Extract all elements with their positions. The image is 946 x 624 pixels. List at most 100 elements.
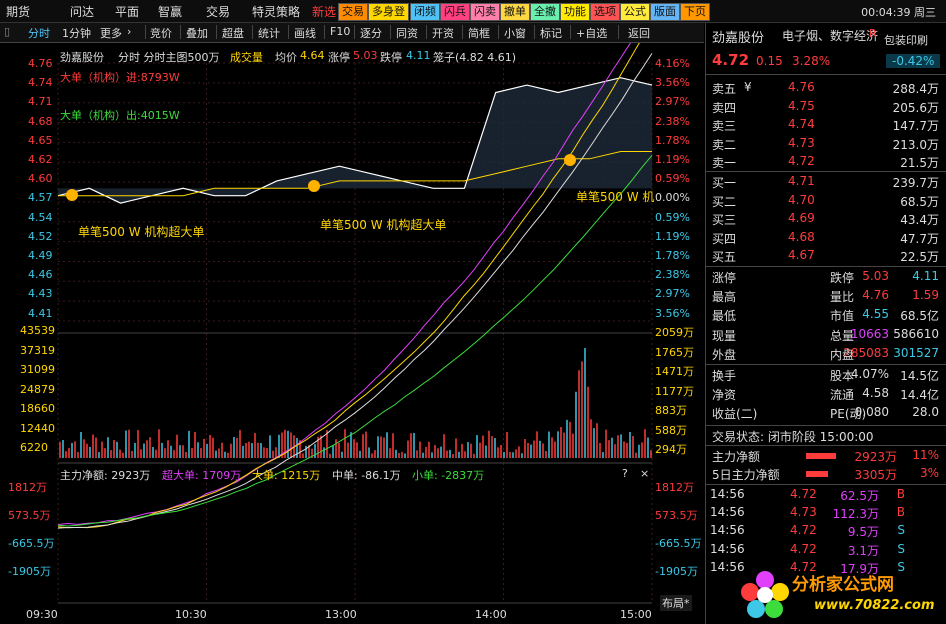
help-icon[interactable]: ? (622, 467, 628, 480)
netflow-row: 主力净额 2923万 11% (706, 447, 946, 465)
tick-row-cell: 4.72 (790, 487, 817, 501)
ask-row-cell: ¥ (744, 80, 752, 94)
tick-row-cell: 14:56 (710, 487, 745, 501)
vol-tick-left: 6220 (20, 441, 48, 454)
vol-tick-right: 1177万 (655, 384, 694, 398)
ask-row: 卖二 4.73 213.0万 (706, 135, 946, 153)
tab-1min[interactable]: 1分钟 (62, 27, 91, 40)
ask-row-cell: 卖一 (712, 156, 737, 171)
bid-row-cell: 买二 (712, 194, 737, 209)
flow-tick-right: 573.5万 (655, 509, 698, 522)
tool-same[interactable]: 同资 (396, 27, 418, 40)
trade-status-cell: 交易状态: 闭市阶段 15:00:00 (712, 430, 874, 444)
menu-futures[interactable]: 期货 (6, 5, 31, 19)
tool-addfav[interactable]: +自选 (576, 27, 608, 40)
stat-row: 最低 4.55 市值 68.5亿 (706, 306, 946, 324)
tool-perminute[interactable]: 逐分 (360, 27, 382, 40)
bid-row-cell: 4.67 (788, 248, 815, 263)
stat-row-cell: 内盘 (830, 347, 855, 362)
stat-row-cell: 68.5亿 (900, 309, 939, 324)
tick-row: 14:56 4.73 112.3万 B (706, 504, 946, 522)
menu-new[interactable]: 新选 (312, 5, 337, 19)
legend-big-in: 大单（机构）进:8793W (60, 71, 180, 84)
tab-intraday[interactable]: 分时 (28, 27, 50, 40)
chart-canvas[interactable] (0, 43, 704, 624)
quick-button-11[interactable]: 下页 (680, 3, 710, 21)
menu-strategy[interactable]: 特灵策略 (252, 5, 301, 19)
more-chevron-icon[interactable]: › (127, 25, 132, 38)
stat-row-cell: 最高 (712, 290, 737, 305)
stat2-row: 净资 4.58 流通 14.4亿 (706, 385, 946, 403)
tick-row-cell: B (896, 487, 905, 501)
limit-down-label: 跌停 (380, 51, 402, 64)
tool-simple[interactable]: 简框 (468, 27, 490, 40)
stat2-row-cell: 14.5亿 (900, 369, 939, 383)
netflow-row-cell: 主力净额 (712, 450, 761, 464)
tab-more[interactable]: 更多 (100, 27, 122, 40)
quick-button-1[interactable]: 多身登 (368, 3, 409, 21)
stock-sector: 电子烟、数字经济 (782, 29, 879, 43)
trade-status: 交易状态: 闭市阶段 15:00:00 (706, 427, 946, 445)
tool-stats[interactable]: 统计 (258, 27, 280, 40)
tool-superdisk[interactable]: 超盘 (222, 27, 244, 40)
tool-overlay[interactable]: 叠加 (186, 27, 208, 40)
menu-plane[interactable]: 平面 (115, 5, 140, 19)
stat-row-cell: 4.55 (862, 307, 889, 322)
quick-button-3[interactable]: 闪兵 (440, 3, 470, 21)
stat-row-cell: 4.76 (862, 288, 889, 303)
time-tick: 14:00 (475, 608, 507, 621)
quick-button-10[interactable]: 版面 (650, 3, 680, 21)
vol-tick-right: 2059万 (655, 326, 694, 339)
quick-button-6[interactable]: 全撤 (530, 3, 560, 21)
menu-ask[interactable]: 问达 (70, 5, 95, 19)
quick-button-8[interactable]: 选项 (590, 3, 620, 21)
vol-tick-right: 883万 (655, 404, 687, 417)
stock-group[interactable]: 包装印刷 (884, 34, 928, 47)
flow-s-line (57, 154, 653, 527)
close-icon[interactable]: × (640, 467, 650, 480)
panel-toggle-icon[interactable]: ▯ (4, 25, 11, 38)
pct-tick: 0.59% (655, 172, 690, 186)
layout-button[interactable]: 布局* (660, 595, 692, 611)
stat-row-cell: 4.11 (912, 269, 939, 283)
stat2-row-cell: 4.58 (862, 386, 889, 401)
chart-stock-name: 劲嘉股份 (60, 51, 104, 64)
stat2-row-cell: 收益(二) (712, 407, 758, 422)
stat2-row-cell: 换手 (712, 369, 737, 383)
ask-row-cell: 4.74 (788, 117, 815, 132)
limit-up-label: 涨停 (328, 51, 350, 64)
menu-smart[interactable]: 智赢 (158, 5, 183, 19)
quick-button-0[interactable]: 交易 (338, 3, 368, 21)
stat-row-cell: 10663 (850, 326, 889, 341)
stock-change: 0.15 (756, 54, 783, 68)
ask-row-cell: 4.72 (788, 154, 815, 169)
vol-tick-left: 12440 (20, 421, 55, 435)
tick-row-cell: 62.5万 (840, 489, 879, 503)
menu-trade[interactable]: 交易 (206, 5, 231, 19)
pct-tick: 3.56% (655, 306, 690, 320)
quick-button-9[interactable]: 公式 (620, 3, 650, 21)
tool-mark[interactable]: 标记 (540, 27, 562, 40)
ask-row-cell: 卖四 (712, 100, 737, 115)
tool-back[interactable]: 返回 (628, 27, 650, 40)
tool-bid[interactable]: 竞价 (150, 27, 172, 40)
quick-button-4[interactable]: 闪卖 (470, 3, 500, 21)
tool-f10[interactable]: F10 (330, 25, 351, 38)
chart-area: 劲嘉股份 分时 分时主图500万 成交量 均价 4.64 涨停 5.03 跌停 … (0, 43, 704, 624)
netflow-row-cell: 2923万 (854, 450, 897, 464)
tool-drawline[interactable]: 画线 (294, 27, 316, 40)
tool-smallwin[interactable]: 小窗 (504, 27, 526, 40)
bid-row: 买一 4.71 239.7万 (706, 173, 946, 191)
tick-row: 14:56 4.72 62.5万 B (706, 486, 946, 504)
quick-button-5[interactable]: 撤单 (500, 3, 530, 21)
quick-button-2[interactable]: 闭频 (410, 3, 440, 21)
pct-tick: 1.19% (655, 153, 690, 166)
vol-tick-left: 37319 (20, 343, 55, 357)
price-tick: 4.54 (28, 210, 53, 224)
flow-s: 小单: -2837万 (412, 469, 485, 482)
ask-row-cell: 147.7万 (892, 119, 939, 134)
vol-tick-right: 1765万 (655, 345, 694, 359)
tool-open[interactable]: 开资 (432, 27, 454, 40)
stat2-row-cell: 流通 (830, 388, 855, 403)
quick-button-7[interactable]: 功能 (560, 3, 590, 21)
